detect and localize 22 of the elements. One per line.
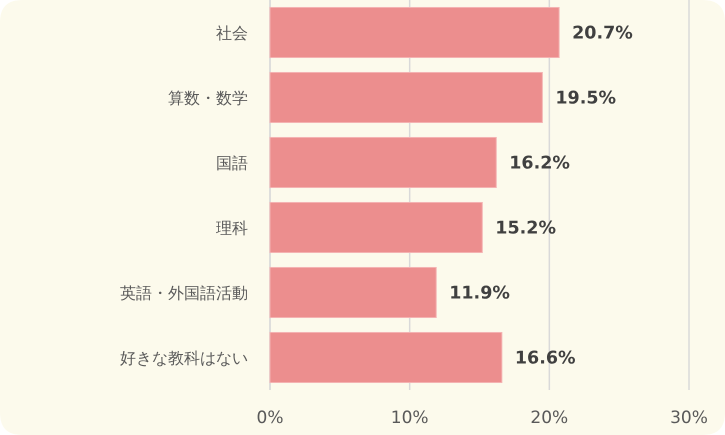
bar (270, 202, 483, 254)
data-label: 16.6% (514, 348, 576, 368)
y-tick-label: 算数・数学 (168, 88, 248, 108)
bar (270, 136, 497, 188)
bar (270, 6, 560, 58)
bar (270, 332, 502, 384)
data-label: 20.7% (572, 24, 633, 44)
y-tick-label: 英語・外国語活動 (120, 284, 248, 302)
y-tick-label: 理科 (216, 218, 248, 238)
bar (270, 72, 543, 124)
y-tick-label: 国語 (216, 154, 248, 172)
x-tick-label: 30% (670, 408, 708, 428)
x-tick-label: 10% (390, 408, 429, 428)
data-label: 11.9% (449, 284, 510, 304)
data-label: 15.2% (495, 218, 556, 238)
x-tick-label: 20% (530, 408, 568, 428)
y-tick-label: 社会 (216, 24, 248, 42)
x-tick-label: 0% (256, 408, 284, 428)
y-tick-label: 好きな教科はない (120, 348, 248, 368)
bar (270, 266, 437, 318)
data-label: 16.2% (509, 154, 570, 174)
data-label: 19.5% (555, 88, 616, 108)
